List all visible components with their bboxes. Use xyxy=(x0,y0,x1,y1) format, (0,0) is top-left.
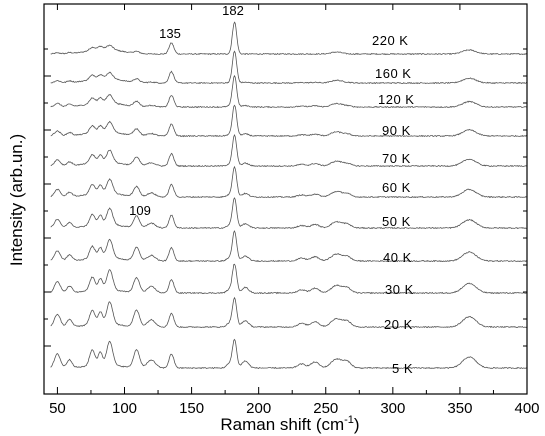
spectra-traces xyxy=(50,21,528,370)
temperature-label: 50 K xyxy=(382,214,411,229)
y-axis-title: Intensity (arb.un.) xyxy=(7,134,26,266)
x-tick-label: 100 xyxy=(112,400,137,417)
temperature-label: 40 K xyxy=(383,250,412,265)
x-tick-label: 200 xyxy=(246,400,271,417)
temperature-label: 220 K xyxy=(372,33,408,48)
spectrum-trace xyxy=(50,74,528,109)
x-tick-label: 300 xyxy=(380,400,405,417)
spectrum-trace xyxy=(50,21,528,56)
y-axis-ticks xyxy=(44,48,527,347)
peak-annotation: 182 xyxy=(222,3,244,18)
spectrum-trace xyxy=(50,230,528,263)
temperature-label: 70 K xyxy=(382,151,411,166)
plot-frame xyxy=(43,3,528,395)
spectrum-trace xyxy=(50,263,528,295)
spectrum-trace xyxy=(50,104,528,138)
spectrum-trace xyxy=(50,338,528,370)
x-axis-ticks: 50 100 150 200 250 300 350 400 xyxy=(49,4,540,417)
temperature-label: 120 K xyxy=(378,92,414,107)
temperature-label: 90 K xyxy=(382,123,411,138)
spectrum-trace xyxy=(50,134,528,168)
temperature-labels: 220 K 160 K 120 K 90 K 70 K 60 K 50 K 40 K 30 K 2… xyxy=(372,33,414,376)
temperature-label: 30 K xyxy=(385,282,414,297)
x-tick-label: 350 xyxy=(447,400,472,417)
spectrum-trace xyxy=(50,50,528,85)
temperature-label: 5 K xyxy=(392,361,413,376)
peak-annotation: 135 xyxy=(159,26,181,41)
peak-labels: 182 135 109 xyxy=(129,3,244,218)
temperature-label: 160 K xyxy=(375,66,411,81)
spectrum-trace xyxy=(50,296,528,329)
spectrum-trace xyxy=(50,197,528,230)
x-axis-title: Raman shift (cm-1) xyxy=(220,414,359,434)
temperature-label: 60 K xyxy=(382,180,411,195)
x-tick-label: 250 xyxy=(313,400,338,417)
peak-annotation: 109 xyxy=(129,203,151,218)
spectrum-trace xyxy=(50,165,528,199)
x-tick-label: 150 xyxy=(179,400,204,417)
temperature-label: 20 K xyxy=(384,317,413,332)
x-tick-label: 50 xyxy=(49,400,66,417)
x-tick-label: 400 xyxy=(514,400,539,417)
